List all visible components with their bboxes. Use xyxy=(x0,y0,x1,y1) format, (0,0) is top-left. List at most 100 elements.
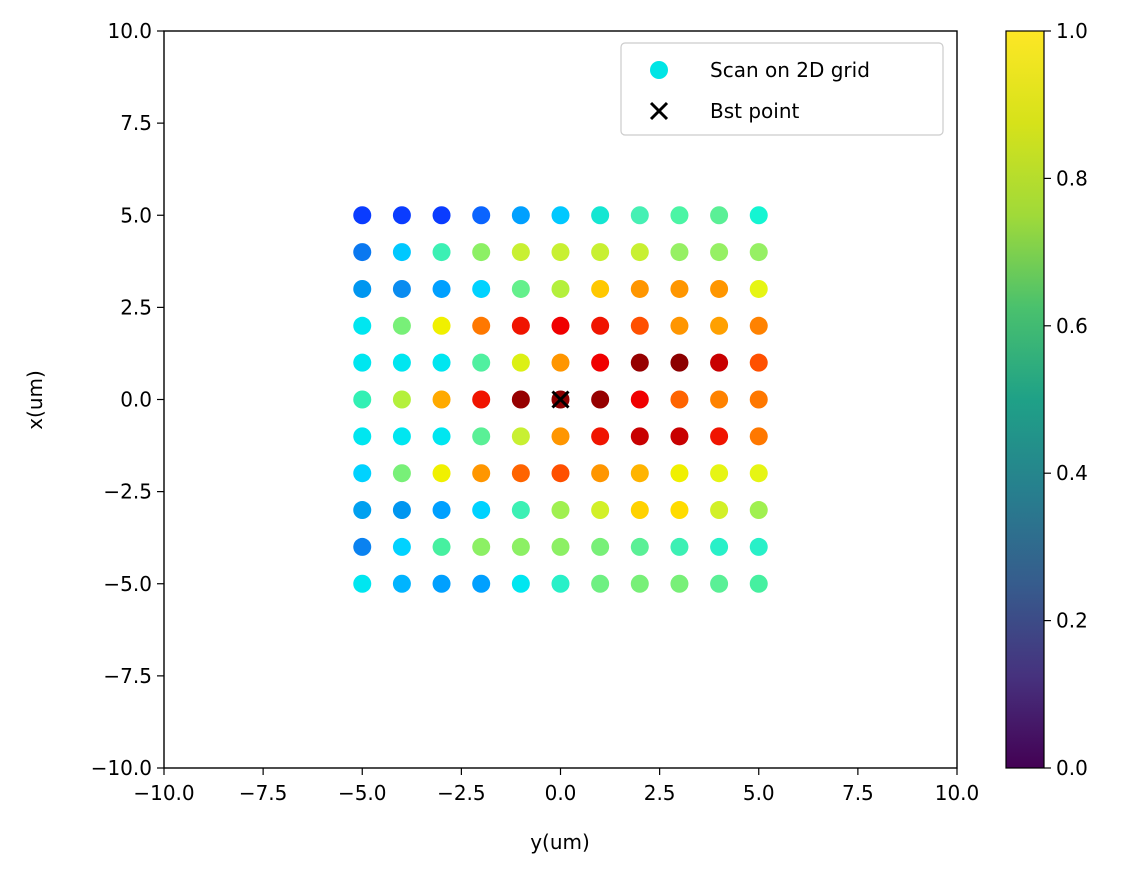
scatter-point xyxy=(511,353,530,372)
legend-box xyxy=(620,42,944,136)
x-tick-label: −10.0 xyxy=(133,781,194,805)
scatter-point xyxy=(353,279,372,298)
scatter-point xyxy=(511,427,530,446)
x-tick-label: 7.5 xyxy=(842,781,874,805)
scatter-point xyxy=(551,353,570,372)
scatter-point xyxy=(670,243,689,262)
scatter-point xyxy=(511,206,530,225)
scatter-point xyxy=(472,206,491,225)
scatter-point xyxy=(630,464,649,483)
scatter-point xyxy=(392,390,411,409)
x-axis-label: y(um) xyxy=(530,830,590,854)
scatter-point xyxy=(432,353,451,372)
scatter-point xyxy=(670,316,689,335)
scatter-point xyxy=(551,501,570,520)
scatter-point xyxy=(392,464,411,483)
y-tick-label: 7.5 xyxy=(120,111,152,135)
scatter-point xyxy=(353,501,372,520)
legend-best-marker xyxy=(649,101,669,121)
scatter-point xyxy=(432,279,451,298)
scatter-point xyxy=(472,353,491,372)
scatter-point xyxy=(749,353,768,372)
y-tick-label: −2.5 xyxy=(103,480,152,504)
best-point-marker xyxy=(551,390,570,409)
scatter-point xyxy=(472,316,491,335)
scatter-point xyxy=(511,501,530,520)
legend: Scan on 2D grid Bst point xyxy=(620,42,944,136)
y-tick-label: −5.0 xyxy=(103,572,152,596)
scatter-point xyxy=(472,574,491,593)
scatter-points xyxy=(353,206,768,593)
x-tick-label: −2.5 xyxy=(437,781,486,805)
scatter-point xyxy=(472,243,491,262)
scatter-point xyxy=(749,537,768,556)
scatter-point xyxy=(432,501,451,520)
scatter-point xyxy=(392,427,411,446)
scatter-point xyxy=(472,427,491,446)
scatter-point xyxy=(710,353,729,372)
scatter-point xyxy=(630,501,649,520)
scatter-point xyxy=(432,574,451,593)
scatter-point xyxy=(353,353,372,372)
scatter-point xyxy=(353,427,372,446)
scatter-point xyxy=(511,316,530,335)
scatter-point xyxy=(353,464,372,483)
scatter-point xyxy=(749,427,768,446)
scatter-point xyxy=(591,574,610,593)
scatter-point xyxy=(630,390,649,409)
scatter-point xyxy=(551,243,570,262)
scatter-point xyxy=(749,206,768,225)
scatter-point xyxy=(432,243,451,262)
scatter-point xyxy=(591,537,610,556)
scatter-point xyxy=(472,537,491,556)
scatter-point xyxy=(591,427,610,446)
scatter-point xyxy=(670,501,689,520)
scatter-point xyxy=(591,279,610,298)
scatter-point xyxy=(630,427,649,446)
scatter-point xyxy=(392,353,411,372)
y-tick-label: −10.0 xyxy=(91,756,152,780)
y-tick-label: 5.0 xyxy=(120,203,152,227)
x-tick-label: 0.0 xyxy=(545,781,577,805)
legend-scan-marker xyxy=(650,61,668,79)
scatter-point xyxy=(749,574,768,593)
legend-best-label: Bst point xyxy=(710,99,800,123)
scatter-point xyxy=(511,390,530,409)
scatter-point xyxy=(591,316,610,335)
scatter-point xyxy=(392,537,411,556)
x-tick-label: 5.0 xyxy=(743,781,775,805)
scatter-point xyxy=(710,243,729,262)
x-tick-label: −7.5 xyxy=(239,781,288,805)
scatter-point xyxy=(392,206,411,225)
scatter-point xyxy=(511,243,530,262)
scatter-point xyxy=(432,316,451,335)
scatter-point xyxy=(353,390,372,409)
colorbar-tick-label: 0.8 xyxy=(1056,166,1088,190)
y-tick-label: 0.0 xyxy=(120,388,152,412)
scatter-point xyxy=(591,243,610,262)
scatter-point xyxy=(670,279,689,298)
scatter-point xyxy=(353,574,372,593)
scatter-point xyxy=(710,537,729,556)
scatter-point xyxy=(511,464,530,483)
scatter-point xyxy=(670,353,689,372)
colorbar-tick-label: 0.4 xyxy=(1056,461,1088,485)
scatter-point xyxy=(630,316,649,335)
scatter-point xyxy=(392,279,411,298)
scatter-point xyxy=(670,390,689,409)
y-tick-label: 10.0 xyxy=(107,19,152,43)
scatter-point xyxy=(472,501,491,520)
scatter-point xyxy=(432,427,451,446)
scatter-point xyxy=(710,427,729,446)
scatter-point xyxy=(392,501,411,520)
x-tick-label: 2.5 xyxy=(644,781,676,805)
scatter-point xyxy=(591,464,610,483)
scatter-point xyxy=(670,574,689,593)
scatter-point xyxy=(710,501,729,520)
scatter-point xyxy=(472,279,491,298)
scatter-point xyxy=(551,464,570,483)
scatter-point xyxy=(392,574,411,593)
scatter-point xyxy=(353,206,372,225)
scatter-point xyxy=(551,206,570,225)
